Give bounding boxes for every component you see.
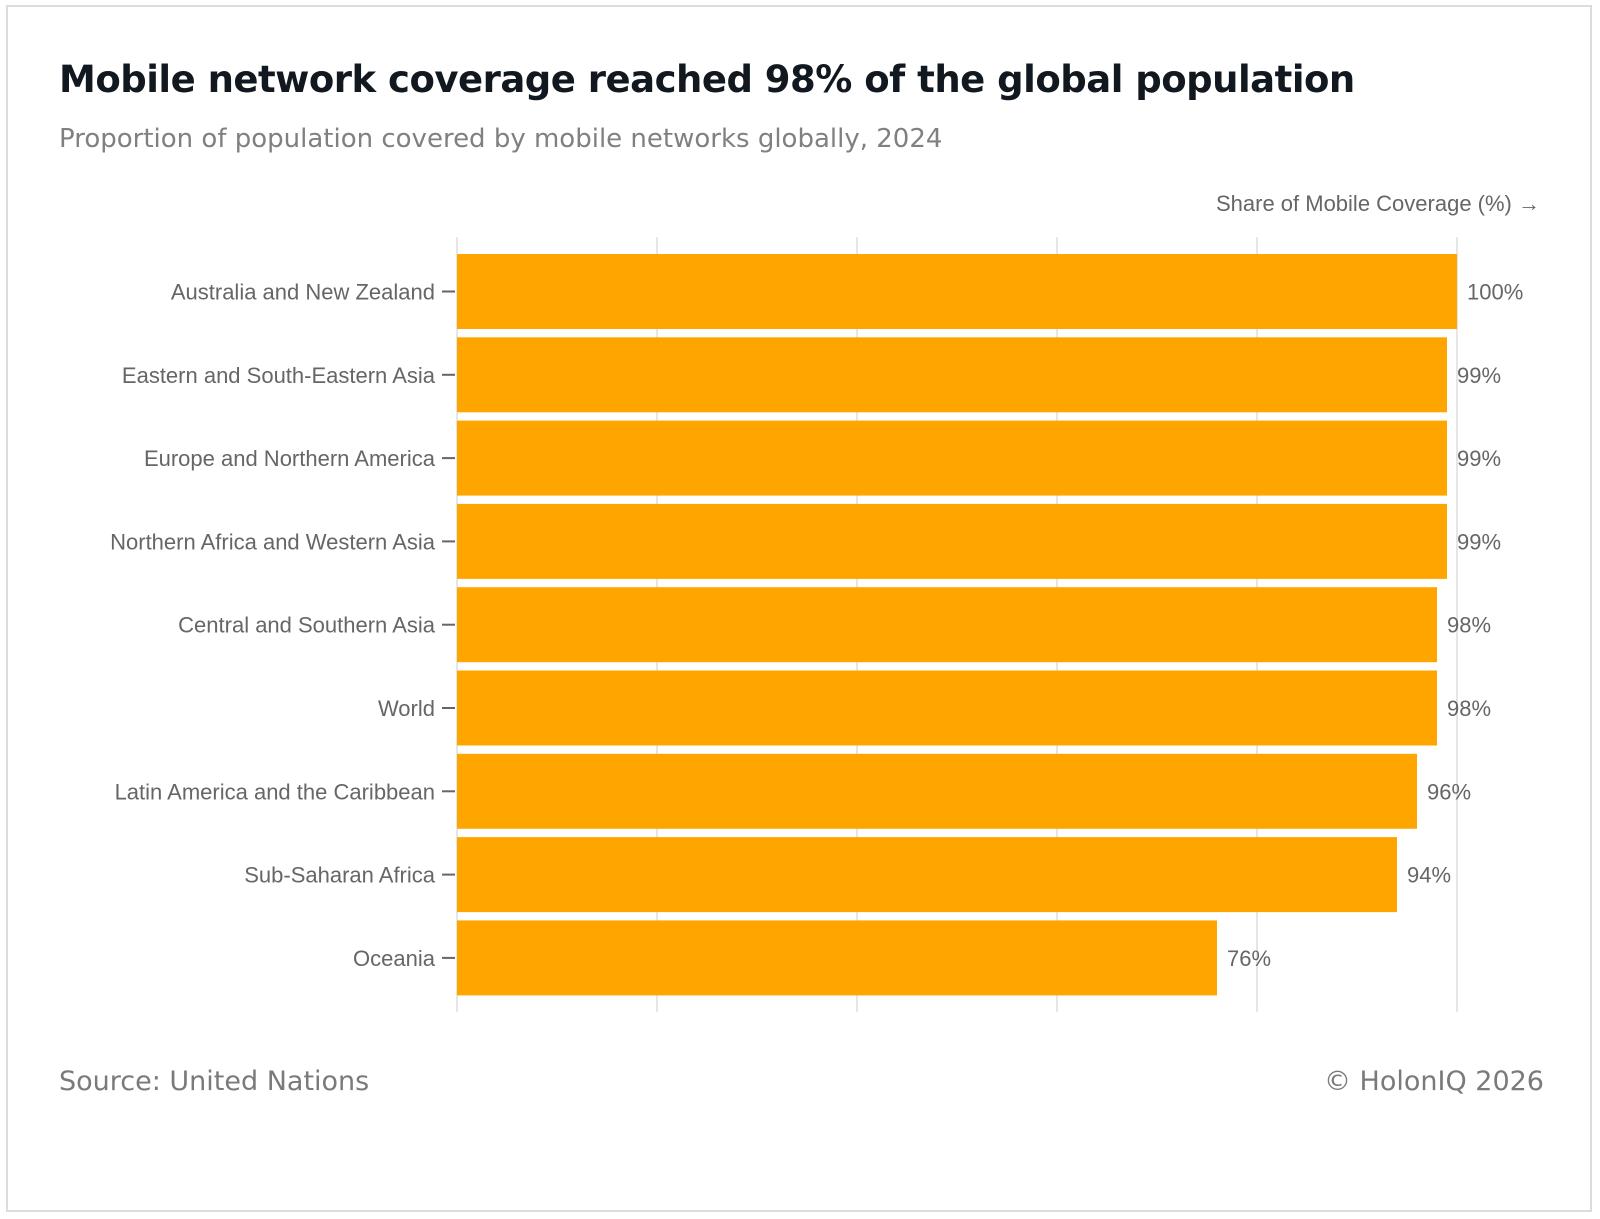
value-label: 98% [1447,696,1491,721]
bar [457,337,1447,413]
value-label: 98% [1447,613,1491,638]
value-label: 94% [1407,863,1451,888]
category-label: Australia and New Zealand [171,280,435,305]
value-label: 76% [1227,946,1271,971]
category-label: Central and Southern Asia [178,613,436,638]
chart-title: Mobile network coverage reached 98% of t… [59,58,1355,101]
bar [457,753,1417,829]
bar [457,837,1397,913]
chart-subtitle: Proportion of population covered by mobi… [59,124,943,154]
source-note: Source: United Nations [59,1066,370,1097]
bar [457,920,1217,996]
bar [457,420,1447,496]
category-label: Eastern and South-Eastern Asia [122,363,436,388]
category-label: Oceania [353,946,436,971]
copyright-note: © HolonIQ 2026 [1323,1066,1544,1097]
value-label: 99% [1457,529,1501,554]
value-label: 96% [1427,779,1471,804]
category-label: World [378,696,435,721]
category-label: Europe and Northern America [144,446,436,471]
value-label: 99% [1457,363,1501,388]
category-label: Sub-Saharan Africa [244,863,436,888]
x-axis-title: Share of Mobile Coverage (%) → [1215,191,1540,216]
bar [457,503,1447,579]
bar [457,670,1437,746]
bar [457,587,1437,663]
value-label: 99% [1457,446,1501,471]
category-label: Northern Africa and Western Asia [110,529,436,554]
bar [457,254,1457,329]
value-label: 100% [1467,280,1523,305]
category-label: Latin America and the Caribbean [115,779,435,804]
